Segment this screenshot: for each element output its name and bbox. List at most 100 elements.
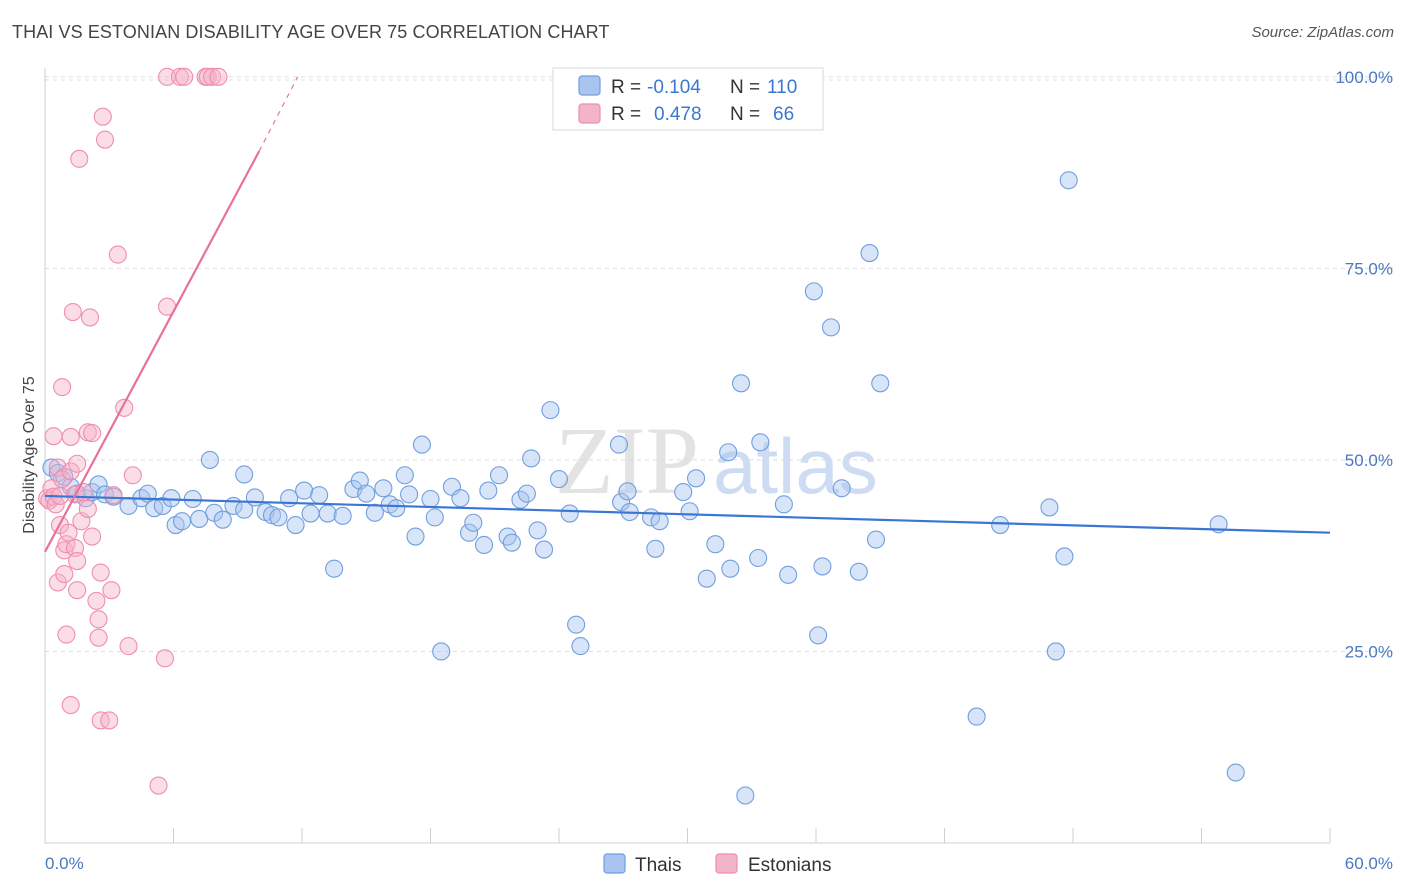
estonians-point bbox=[91, 563, 110, 582]
thais-point bbox=[474, 535, 494, 555]
estonians-point bbox=[78, 499, 97, 519]
trend-lines bbox=[44, 76, 1331, 553]
estonians-point bbox=[102, 581, 121, 600]
thais-point bbox=[866, 530, 886, 549]
thais-point bbox=[534, 540, 554, 559]
estonians-point bbox=[44, 427, 63, 446]
thais-point bbox=[269, 508, 288, 527]
thais-point bbox=[89, 475, 108, 494]
estonians-point bbox=[170, 67, 189, 86]
estonians-point bbox=[149, 776, 168, 795]
thais-point bbox=[687, 469, 706, 488]
thais-point bbox=[560, 504, 579, 523]
thais-point bbox=[333, 506, 352, 525]
y-tick-label: 25.0% bbox=[1345, 642, 1393, 661]
thais-point bbox=[774, 495, 793, 514]
thais-point bbox=[1055, 547, 1074, 566]
thais-point bbox=[821, 318, 841, 337]
estonians-point bbox=[83, 527, 102, 546]
correlation-legend: R = -0.104 N = 110 R = 0.478 N = 66 bbox=[552, 67, 824, 131]
thais-point bbox=[517, 484, 536, 503]
estonians-point bbox=[87, 591, 106, 610]
thais-point bbox=[871, 374, 890, 393]
legend-n-value-estonians: 66 bbox=[773, 104, 794, 125]
x-tick-label: 60.0% bbox=[1345, 854, 1393, 873]
estonians-point bbox=[89, 610, 108, 629]
bottom-legend-swatch-thais bbox=[603, 853, 626, 874]
series-estonians bbox=[38, 67, 228, 795]
legend-swatch-estonians bbox=[578, 103, 601, 124]
thais-point bbox=[365, 503, 384, 522]
thais-point bbox=[325, 559, 344, 578]
axes bbox=[44, 68, 1331, 844]
estonians-point bbox=[61, 427, 80, 446]
thais-point bbox=[674, 483, 693, 502]
legend-r-value-thais: -0.104 bbox=[647, 77, 701, 98]
thais-point bbox=[541, 401, 560, 420]
y-axis-label: Disability Age Over 75 bbox=[21, 376, 38, 534]
thais-point bbox=[425, 508, 444, 527]
y-tick-label: 75.0% bbox=[1345, 259, 1393, 278]
thais-point bbox=[1226, 763, 1245, 782]
estonians-point bbox=[209, 67, 228, 86]
estonians-point bbox=[68, 552, 87, 571]
thais-point bbox=[609, 435, 629, 454]
thais-point bbox=[357, 484, 376, 503]
thais-point bbox=[991, 515, 1010, 535]
thais-point bbox=[751, 433, 770, 452]
thais-point bbox=[421, 489, 440, 509]
thais-point bbox=[650, 512, 669, 531]
thais-point bbox=[432, 642, 451, 661]
legend-n-label-thais: N = bbox=[730, 77, 760, 98]
estonians-point bbox=[89, 628, 108, 647]
estonians-point bbox=[175, 67, 194, 86]
legend-swatch-thais bbox=[578, 75, 601, 96]
bottom-legend-label-estonians: Estonians bbox=[748, 855, 831, 876]
thais-point bbox=[235, 465, 254, 484]
thais-point bbox=[200, 450, 219, 469]
thais-point bbox=[464, 513, 483, 532]
estonians-point bbox=[61, 696, 80, 715]
thais-point bbox=[813, 557, 832, 576]
bottom-legend-label-thais: Thais bbox=[635, 855, 681, 876]
thais-point bbox=[301, 504, 320, 523]
estonians-point bbox=[155, 649, 174, 668]
thais-point bbox=[400, 485, 419, 504]
estonians-point bbox=[93, 107, 112, 126]
thais-point bbox=[706, 535, 725, 554]
estonians-trend-extension bbox=[258, 76, 299, 152]
legend-n-value-thais: 110 bbox=[767, 77, 797, 98]
source-note: Source: ZipAtlas.com bbox=[1251, 24, 1394, 41]
estonians-point bbox=[53, 378, 72, 397]
estonians-point bbox=[70, 149, 89, 168]
thais-point bbox=[173, 512, 192, 531]
series-legend: Thais Estonians bbox=[603, 853, 831, 876]
legend-n-label-estonians: N = bbox=[730, 104, 760, 125]
legend-r-label-estonians: R = bbox=[611, 104, 641, 125]
thais-point bbox=[809, 626, 828, 645]
thais-point bbox=[779, 565, 798, 584]
thais-point bbox=[804, 282, 823, 301]
legend-r-label-thais: R = bbox=[611, 77, 641, 98]
thais-point bbox=[549, 470, 569, 489]
tick-labels: 25.0% 50.0% 75.0% 100.0% 0.0% 60.0% bbox=[45, 68, 1393, 873]
thais-point bbox=[646, 539, 665, 558]
estonians-point bbox=[59, 523, 78, 542]
estonians-point bbox=[83, 424, 102, 443]
bottom-legend-swatch-estonians bbox=[715, 853, 738, 874]
thais-point bbox=[295, 481, 314, 500]
thais-point bbox=[406, 527, 425, 546]
thais-point bbox=[832, 479, 851, 498]
estonians-point bbox=[80, 308, 100, 327]
thais-point bbox=[731, 374, 751, 393]
estonians-point bbox=[104, 486, 123, 505]
thais-point bbox=[412, 435, 431, 454]
thais-point bbox=[459, 523, 479, 542]
estonians-point bbox=[61, 462, 80, 481]
thais-point bbox=[310, 486, 329, 505]
y-tick-label: 100.0% bbox=[1335, 68, 1393, 87]
thais-point bbox=[489, 466, 509, 485]
estonians-point bbox=[108, 245, 127, 264]
thais-point bbox=[522, 449, 541, 468]
